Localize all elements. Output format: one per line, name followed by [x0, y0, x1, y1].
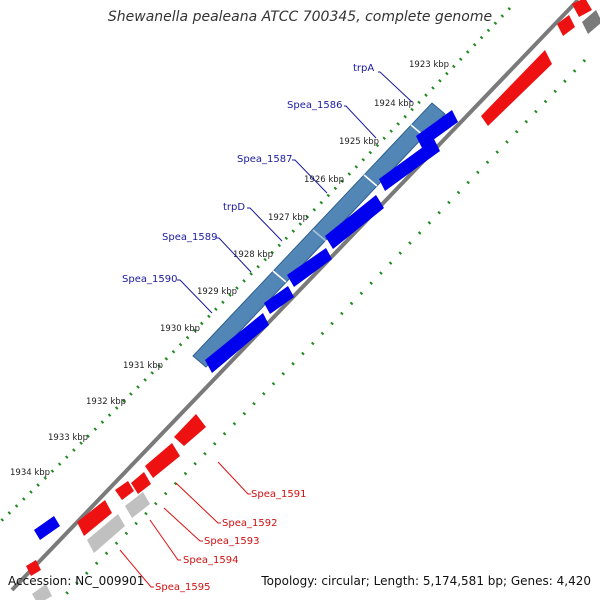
rna-arrow[interactable]: [125, 492, 150, 518]
gene-arrow[interactable]: [26, 560, 41, 576]
gene-arrow[interactable]: [379, 139, 440, 191]
gene-label-spea-1594[interactable]: Spea_1594: [183, 555, 238, 566]
gene-label-spea-1593[interactable]: Spea_1593: [204, 536, 259, 547]
rna-arrow[interactable]: [582, 10, 600, 34]
gene-label-spea-1590[interactable]: Spea_1590: [122, 274, 177, 285]
gene-arrow[interactable]: [115, 481, 134, 500]
gc-ring-inner: [58, 58, 587, 600]
minus-label-leaders: [119, 461, 251, 588]
gene-label-spea-1591[interactable]: Spea_1591: [251, 489, 306, 500]
tick-label: 1927 kbp: [268, 213, 308, 223]
tick-label: 1933 kbp: [48, 433, 88, 443]
tick-labels: 1923 kbp 1924 kbp 1925 kbp 1926 kbp 1927…: [10, 60, 449, 478]
tick-label: 1931 kbp: [123, 361, 163, 371]
gene-arrow[interactable]: [325, 195, 384, 249]
rna-features: [32, 10, 600, 600]
gene-arrow[interactable]: [287, 248, 332, 287]
gene-arrow[interactable]: [34, 516, 60, 540]
tick-label: 1928 kbp: [233, 250, 273, 260]
tick-label: 1934 kbp: [10, 468, 50, 478]
gene-arrow[interactable]: [264, 286, 294, 314]
gene-label-spea-1595[interactable]: Spea_1595: [155, 582, 210, 593]
gene-arrow[interactable]: [481, 50, 552, 126]
minus-strand-genes: [26, 0, 592, 576]
plus-strand-genes: [34, 110, 458, 540]
plus-gene-labels: trpA Spea_1586 Spea_1587 trpD Spea_1589 …: [122, 63, 374, 285]
gene-label-spea-1592[interactable]: Spea_1592: [222, 518, 277, 529]
tick-label: 1930 kbp: [160, 324, 200, 334]
minus-gene-labels: Spea_1591 Spea_1592 Spea_1593 Spea_1594 …: [155, 489, 306, 593]
gene-arrow[interactable]: [145, 443, 180, 478]
gene-arrow[interactable]: [205, 313, 269, 373]
tick-label: 1932 kbp: [86, 397, 126, 407]
tick-label: 1926 kbp: [304, 175, 344, 185]
rna-arrow[interactable]: [32, 584, 52, 600]
genome-summary-text: Topology: circular; Length: 5,174,581 bp…: [261, 574, 591, 588]
gene-arrow[interactable]: [77, 500, 112, 536]
gene-arrow[interactable]: [572, 0, 592, 17]
map-title: Shewanella pealeana ATCC 700345, complet…: [107, 9, 493, 25]
gene-label-spea-1589[interactable]: Spea_1589: [162, 232, 217, 243]
gene-label-spea-1586[interactable]: Spea_1586: [287, 100, 342, 111]
gc-ring-outer: [0, 6, 512, 524]
gene-label-trpA[interactable]: trpA: [353, 63, 374, 74]
accession-text: Accession: NC_009901: [8, 574, 145, 588]
rna-arrow[interactable]: [87, 514, 125, 553]
gene-arrow[interactable]: [416, 110, 458, 148]
operon-bar: [192, 102, 446, 368]
plus-label-leaders: [177, 71, 413, 314]
gene-arrow[interactable]: [557, 15, 575, 36]
genome-backbone: [10, 0, 580, 592]
tick-label: 1923 kbp: [409, 60, 449, 70]
tick-label: 1929 kbp: [197, 287, 237, 297]
gene-arrow[interactable]: [131, 472, 151, 494]
gene-label-trpD[interactable]: trpD: [223, 202, 245, 213]
gene-arrow[interactable]: [174, 414, 206, 446]
gene-label-spea-1587[interactable]: Spea_1587: [237, 154, 292, 165]
tick-label: 1924 kbp: [374, 99, 414, 109]
tick-label: 1925 kbp: [339, 137, 379, 147]
